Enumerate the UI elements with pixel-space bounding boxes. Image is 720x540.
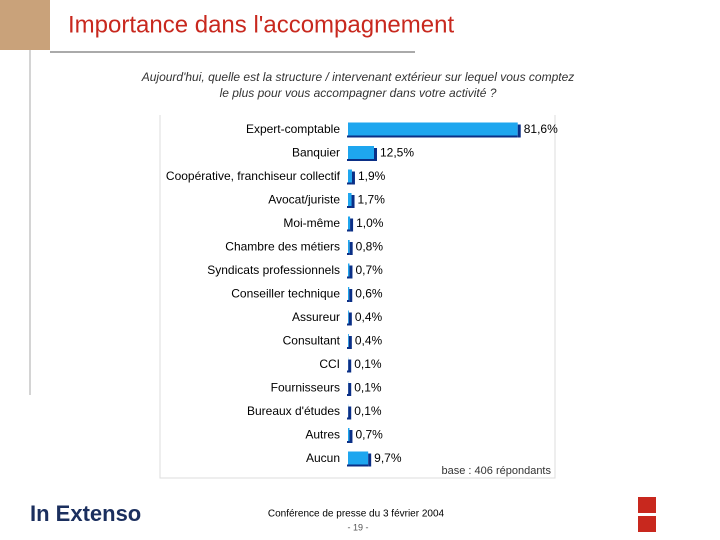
bar-edge	[348, 406, 352, 420]
bar-base	[347, 347, 349, 349]
bar	[348, 169, 352, 183]
bar-base	[347, 441, 350, 443]
bar	[348, 146, 374, 159]
value-label: 0,1%	[354, 357, 382, 371]
bar-base	[347, 394, 349, 396]
value-label: 0,8%	[356, 240, 384, 254]
category-label: Syndicats professionnels	[207, 263, 340, 277]
value-label: 9,7%	[374, 451, 402, 465]
title-photo	[0, 0, 50, 50]
category-label: Assureur	[292, 310, 340, 324]
bar-base	[347, 229, 351, 232]
category-label: Expert-comptable	[246, 122, 340, 136]
bar-base	[347, 182, 352, 185]
value-label: 0,1%	[354, 404, 382, 418]
value-label: 0,7%	[355, 428, 383, 442]
bar-edge	[348, 383, 352, 396]
brand: In Extenso	[30, 501, 141, 526]
bar-edge	[517, 124, 521, 138]
bar	[348, 451, 369, 465]
page-number: - 19 -	[347, 522, 368, 532]
bar	[348, 334, 349, 347]
logo-block	[638, 516, 656, 532]
bar-edge	[348, 359, 352, 373]
value-label: 0,7%	[355, 263, 383, 277]
bar-edge	[349, 265, 353, 279]
bar	[348, 310, 349, 324]
value-label: 0,1%	[354, 381, 382, 395]
category-label: Aucun	[306, 451, 340, 465]
logo-block	[638, 497, 656, 513]
value-label: 0,6%	[355, 287, 383, 301]
bar	[348, 240, 350, 253]
category-label: Conseiller technique	[231, 287, 340, 301]
value-label: 0,4%	[355, 310, 383, 324]
value-label: 1,7%	[358, 193, 386, 207]
category-label: Consultant	[283, 334, 341, 348]
bar-base	[347, 464, 369, 467]
bar-base	[347, 417, 349, 420]
bar-base	[347, 276, 350, 279]
bar-base	[347, 253, 350, 255]
subtitle: le plus pour vous accompagner dans votre…	[220, 86, 497, 100]
bar-edge	[368, 453, 372, 467]
category-label: Autres	[305, 428, 340, 442]
bar-base	[347, 370, 349, 373]
bar	[348, 193, 352, 206]
bar-edge	[350, 218, 354, 232]
bar-edge	[349, 289, 353, 302]
category-label: Moi-même	[283, 216, 340, 230]
bar-edge	[349, 430, 353, 443]
bar-edge	[348, 312, 352, 326]
category-label: CCI	[319, 357, 340, 371]
value-label: 81,6%	[524, 122, 558, 136]
bar	[348, 122, 518, 136]
category-label: Avocat/juriste	[268, 193, 340, 207]
base-note: base : 406 répondants	[442, 465, 552, 477]
value-label: 12,5%	[380, 146, 414, 160]
bar-base	[347, 135, 518, 138]
bar-edge	[349, 242, 353, 255]
category-label: Banquier	[292, 146, 340, 160]
category-label: Chambre des métiers	[225, 240, 340, 254]
bar	[348, 428, 350, 441]
bar-edge	[351, 171, 355, 185]
category-label: Fournisseurs	[271, 381, 340, 395]
category-label: Bureaux d'études	[247, 404, 340, 418]
bar	[348, 216, 351, 230]
bar-edge	[374, 148, 377, 161]
bar-base	[347, 206, 352, 208]
bar-base	[347, 300, 350, 302]
event: Conférence de presse du 3 février 2004	[268, 509, 445, 520]
bar-edge	[351, 195, 355, 208]
bar	[348, 287, 350, 300]
category-label: Coopérative, franchiseur collectif	[166, 169, 341, 183]
bar	[348, 263, 350, 277]
title: Importance dans l'accompagnement	[68, 11, 454, 38]
value-label: 0,4%	[355, 334, 383, 348]
bar-edge	[348, 336, 352, 349]
value-label: 1,9%	[358, 169, 386, 183]
subtitle: Aujourd'hui, quelle est la structure / i…	[141, 70, 575, 84]
bar-base	[347, 323, 349, 326]
bar-base	[347, 159, 374, 161]
value-label: 1,0%	[356, 216, 384, 230]
plot-frame	[159, 115, 556, 479]
